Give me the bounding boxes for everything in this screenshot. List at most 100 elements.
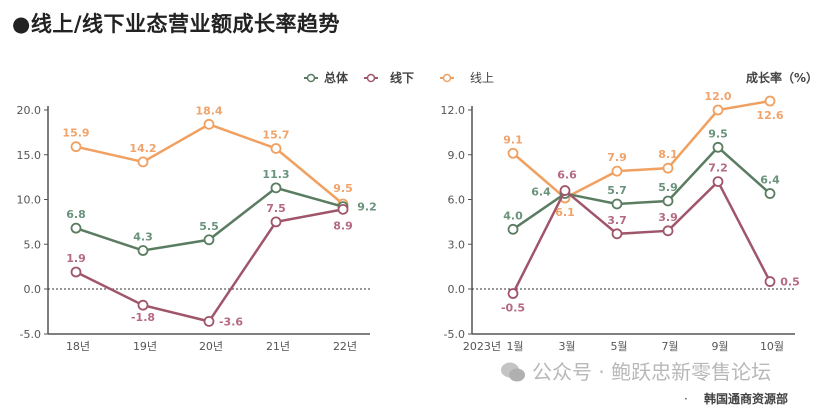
series-line-线上	[75, 122, 344, 205]
data-point	[203, 118, 215, 130]
data-point	[70, 222, 82, 234]
x-tick-label: 18년	[66, 340, 90, 353]
x-tick-label: 20년	[199, 340, 223, 353]
series-line-总体	[512, 145, 771, 231]
legend-item-total: 总体	[304, 69, 348, 86]
y-tick-label: -5.0	[20, 328, 41, 341]
data-label: 5.9	[658, 181, 678, 194]
data-point	[507, 147, 519, 159]
data-point	[70, 141, 82, 153]
data-label: 7.2	[708, 162, 728, 175]
data-label: 12.0	[704, 90, 731, 103]
data-label: 0.5	[780, 276, 800, 289]
data-point	[137, 245, 149, 256]
data-point	[337, 203, 349, 215]
legend-item-online: 线上	[440, 69, 494, 86]
x-tick-label: 22년	[333, 340, 357, 353]
data-point	[662, 225, 674, 237]
data-point	[712, 176, 724, 188]
legend-label: 线上	[470, 71, 495, 85]
watermark: 公众号 · 鲍跃忠新零售论坛	[500, 360, 771, 384]
y-tick-label: -5.0	[444, 328, 465, 341]
data-point	[137, 156, 149, 168]
legend-label: 线下	[390, 71, 415, 85]
y-tick-label: 15.0	[17, 149, 42, 162]
x-tick-label: 21년	[266, 340, 290, 353]
data-label: 9.1	[503, 133, 523, 146]
data-label: 8.1	[658, 148, 678, 161]
data-point	[712, 104, 724, 116]
data-label: 5.7	[607, 184, 627, 197]
y-tick-label: 9.0	[448, 149, 466, 162]
data-label: 15.7	[262, 128, 289, 141]
data-point	[764, 276, 776, 287]
data-label: 8.9	[333, 219, 353, 232]
y-tick-label: 20.0	[17, 104, 42, 117]
x-tick-label: 10월	[760, 340, 784, 353]
data-label: 9.5	[708, 127, 728, 140]
legend-marker-icon	[440, 73, 454, 82]
watermark-text: 公众号 · 鲍跃忠新零售论坛	[532, 360, 772, 384]
data-label: 6.1	[555, 206, 575, 219]
data-label: 14.2	[129, 142, 156, 155]
y-tick-label: 12.0	[441, 104, 466, 117]
data-point	[270, 182, 282, 194]
data-point	[611, 228, 623, 240]
data-label: 7.9	[607, 151, 627, 164]
data-point	[559, 185, 571, 196]
data-label: 3.7	[607, 214, 627, 227]
data-point	[137, 299, 149, 311]
data-label: 18.4	[195, 104, 222, 117]
y-axis-unit-label: 成长率（%）	[746, 71, 819, 85]
data-label: 4.3	[133, 231, 153, 244]
data-point	[611, 165, 623, 177]
x-axis-prefix: 2023년	[463, 340, 501, 353]
data-label: -3.6	[219, 315, 243, 328]
y-tick-label: 5.0	[24, 238, 42, 251]
data-label: 12.6	[756, 109, 783, 122]
y-tick-label: 6.0	[448, 194, 466, 207]
data-point	[662, 162, 674, 174]
series-line-线上	[512, 99, 771, 200]
data-label: 9.5	[333, 182, 353, 195]
x-tick-label: 3월	[558, 340, 575, 353]
x-tick-label: 1월	[506, 340, 523, 353]
data-point	[507, 223, 519, 235]
x-tick-label: 9월	[711, 340, 728, 353]
y-tick-label: 0.0	[24, 283, 42, 296]
data-label: 5.5	[199, 220, 219, 233]
data-point	[70, 266, 82, 278]
legend-marker-icon	[364, 73, 378, 82]
y-tick-label: 10.0	[17, 194, 42, 207]
legend-marker-icon	[304, 73, 318, 82]
series-line-线下	[511, 179, 772, 295]
data-point	[203, 315, 215, 327]
wechat-icon	[501, 362, 525, 382]
data-label: 15.9	[62, 127, 89, 140]
data-label: 4.0	[503, 209, 523, 222]
source-bullet: ·	[684, 392, 688, 406]
source-label: 韩国通商资源部	[704, 392, 789, 406]
y-tick-label: 0.0	[448, 283, 466, 296]
data-label: 9.2	[357, 201, 377, 214]
data-point	[611, 198, 623, 210]
data-label: 6.4	[760, 174, 780, 187]
data-point	[270, 143, 282, 154]
data-point	[764, 188, 776, 199]
page-title: ●线上/线下业态营业额成长率趋势	[12, 12, 340, 36]
legend-label: 总体	[324, 71, 349, 85]
data-label: 6.8	[66, 208, 86, 221]
x-tick-label: 19년	[133, 340, 157, 353]
data-point	[203, 234, 215, 246]
data-label: 6.6	[557, 169, 577, 182]
data-label: 7.5	[266, 202, 286, 215]
data-point	[507, 288, 519, 299]
x-tick-label: 7월	[661, 340, 678, 353]
data-label: 6.4	[531, 186, 551, 199]
data-point	[712, 141, 724, 153]
data-point	[270, 216, 282, 228]
data-label: 1.9	[66, 252, 86, 265]
x-tick-label: 5월	[610, 340, 627, 353]
data-label: -1.8	[131, 311, 155, 324]
